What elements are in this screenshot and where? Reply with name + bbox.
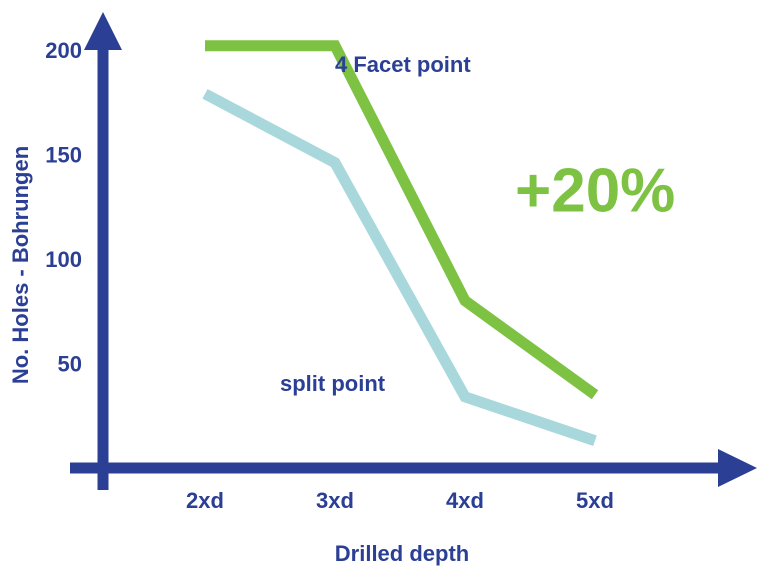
x-tick-label: 2xd bbox=[186, 488, 224, 513]
annotation: +20% bbox=[515, 156, 675, 225]
y-axis-arrow bbox=[84, 12, 122, 50]
y-tick-label: 200 bbox=[45, 38, 82, 63]
y-tick-label: 100 bbox=[45, 247, 82, 272]
y-tick-label: 50 bbox=[58, 351, 82, 376]
series-line bbox=[202, 88, 597, 446]
y-tick-label: 150 bbox=[45, 142, 82, 167]
y-axis-label: No. Holes - Bohrungen bbox=[8, 146, 33, 384]
x-axis-arrow bbox=[718, 449, 757, 487]
series-label: 4 Facet point bbox=[335, 52, 471, 77]
series-line bbox=[205, 40, 599, 400]
x-axis-label: Drilled depth bbox=[335, 541, 469, 566]
series-label: split point bbox=[280, 371, 386, 396]
x-tick-label: 5xd bbox=[576, 488, 614, 513]
x-tick-label: 4xd bbox=[446, 488, 484, 513]
x-tick-label: 3xd bbox=[316, 488, 354, 513]
